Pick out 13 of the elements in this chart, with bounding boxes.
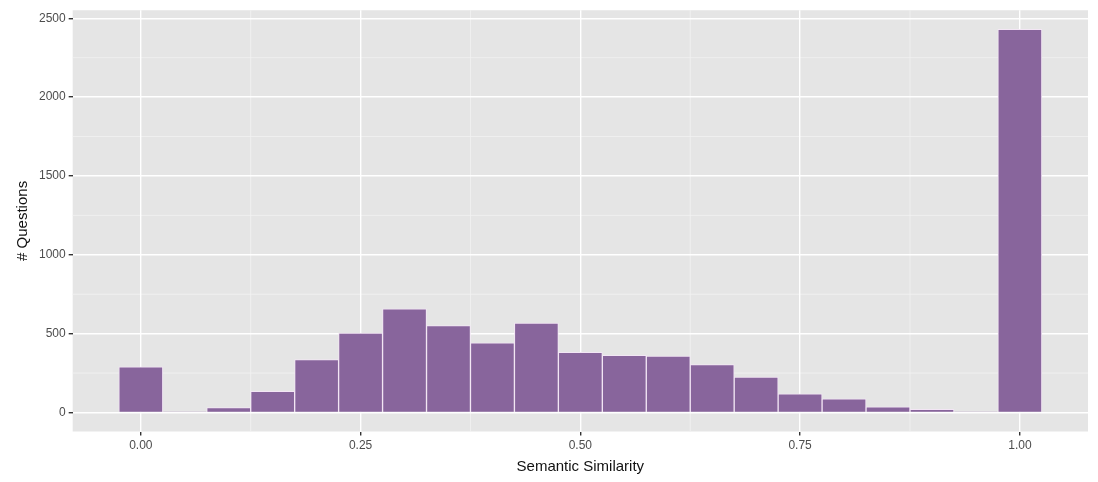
y-tick-label: 500 xyxy=(45,325,67,340)
x-tick-label: 0.75 xyxy=(788,438,813,453)
y-tick-label: 1000 xyxy=(38,247,67,262)
x-tick-label: 0.50 xyxy=(568,438,593,453)
x-tick-label: 1.00 xyxy=(1008,438,1032,453)
y-tick-label: 0 xyxy=(59,404,67,419)
x-axis-title: Semantic Similarity xyxy=(516,457,645,475)
x-tick-label: 0.00 xyxy=(129,438,153,453)
y-tick-label: 2500 xyxy=(38,10,67,25)
y-tick-label: 1500 xyxy=(38,168,67,183)
x-tick-label: 0.25 xyxy=(348,438,373,453)
y-tick-label: 2000 xyxy=(38,89,67,104)
y-axis-title: # Questions xyxy=(13,180,31,261)
